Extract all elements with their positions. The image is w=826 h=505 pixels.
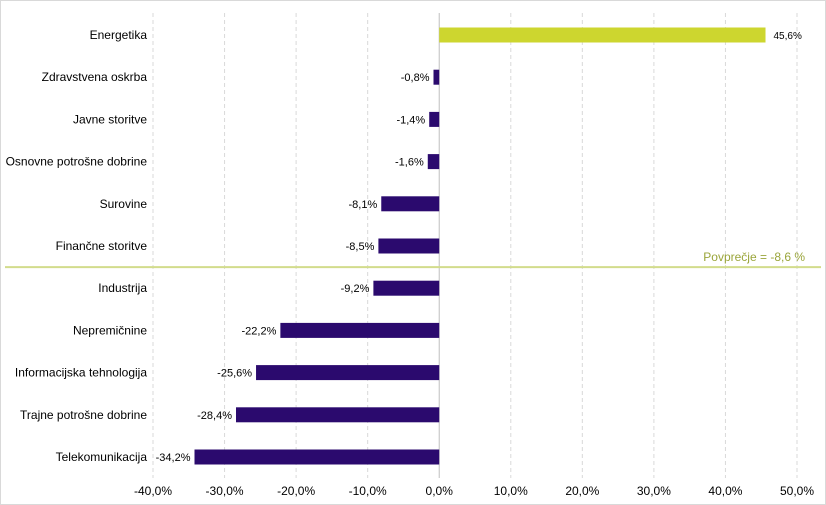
value-label: -8,1% xyxy=(349,199,378,211)
x-tick-label: 10,0% xyxy=(494,484,528,498)
x-tick-label: -10,0% xyxy=(349,484,387,498)
category-label: Finančne storitve xyxy=(56,239,148,253)
x-axis: -40,0% -30,0% -20,0% -10,0% 0,0% 10,0% 20,0% 30… xyxy=(134,484,814,498)
bar xyxy=(280,322,440,338)
value-label: -1,4% xyxy=(396,114,425,126)
value-label: -34,2% xyxy=(156,452,191,464)
bar xyxy=(439,27,766,43)
value-label: -9,2% xyxy=(341,283,370,295)
average-layer: Povprečje = -8,6 % xyxy=(5,250,821,269)
bar xyxy=(429,111,440,127)
category-label: Energetika xyxy=(90,28,148,42)
category-label: Surovine xyxy=(100,197,148,211)
value-label: 45,6% xyxy=(774,31,802,42)
category-label: Industrija xyxy=(98,281,147,295)
category-label: Trajne potrošne dobrine xyxy=(20,408,147,422)
average-label: Povprečje = -8,6 % xyxy=(703,250,805,264)
value-label: -28,4% xyxy=(197,410,232,422)
value-label: -1,6% xyxy=(395,157,424,169)
category-label: Nepremičnine xyxy=(73,323,147,337)
labels-layer: Energetika 45,6% Zdravstvena oskrba -0,8% Ja… xyxy=(6,28,802,464)
value-label: -25,6% xyxy=(217,368,252,380)
x-tick-label: 50,0% xyxy=(780,484,814,498)
value-label: -8,5% xyxy=(346,241,375,253)
bar xyxy=(256,365,440,381)
bars-layer xyxy=(194,27,766,465)
x-tick-label: -20,0% xyxy=(277,484,315,498)
bar xyxy=(373,280,440,296)
value-label: -0,8% xyxy=(401,72,430,84)
bar xyxy=(194,449,440,465)
category-label: Osnovne potrošne dobrine xyxy=(6,155,148,169)
category-label: Telekomunikacija xyxy=(56,450,148,464)
x-tick-label: -30,0% xyxy=(206,484,244,498)
bar xyxy=(378,238,440,254)
bar xyxy=(433,69,440,85)
bar xyxy=(236,407,440,423)
category-label: Javne storitve xyxy=(73,112,147,126)
x-tick-label: 30,0% xyxy=(637,484,671,498)
x-tick-label: 40,0% xyxy=(708,484,742,498)
value-label: -22,2% xyxy=(242,325,277,337)
x-tick-label: -40,0% xyxy=(134,484,172,498)
bar xyxy=(427,154,440,170)
grid-layer xyxy=(152,13,798,478)
x-tick-label: 0,0% xyxy=(426,484,454,498)
category-label: Informacijska tehnologija xyxy=(15,366,147,380)
category-label: Zdravstvena oskrba xyxy=(42,70,148,84)
x-tick-label: 20,0% xyxy=(565,484,599,498)
bar xyxy=(381,196,440,212)
